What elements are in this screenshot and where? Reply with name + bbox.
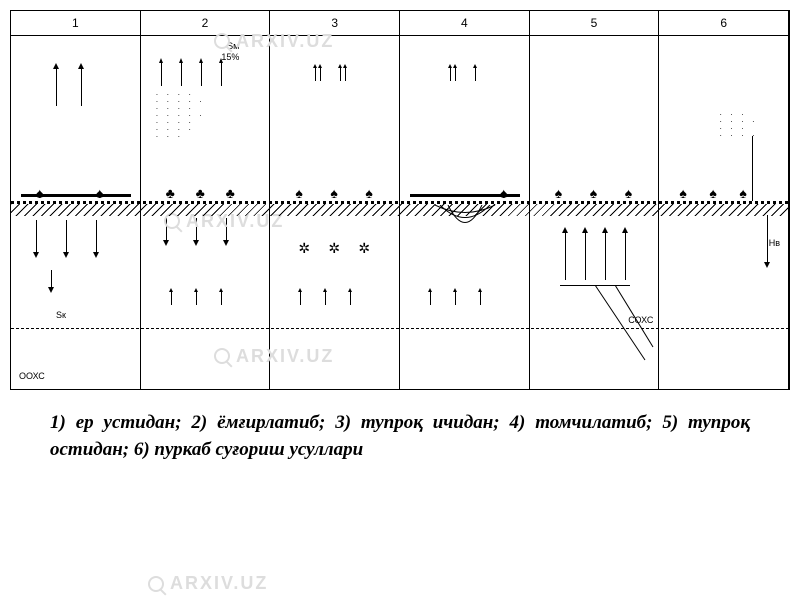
evap-arrow-icon <box>161 61 162 86</box>
figure-caption: 1) ер устидан; 2) ёмғирлатиб; 3) тупроқ … <box>10 390 790 483</box>
capillary-arrow-icon <box>171 290 172 305</box>
evap-arrow-icon <box>56 66 57 106</box>
col4-upper: ♠ <box>400 36 529 200</box>
infiltration-arrow-icon <box>196 218 197 243</box>
ooxc-label: ООХС <box>19 371 45 381</box>
magnifier-icon <box>214 348 230 364</box>
plant-icon: ♠ <box>295 186 302 200</box>
col4-lower <box>400 200 529 389</box>
col-header: 5 <box>530 11 659 36</box>
capillary-arrow-icon <box>325 290 326 305</box>
plant-icon: ♠ <box>590 186 597 200</box>
subsurface-arrow-icon <box>625 230 626 280</box>
subsurface-arrow-icon <box>585 230 586 280</box>
watermark-text: ARXIV.UZ <box>170 573 268 594</box>
col-header: 6 <box>659 11 788 36</box>
column-4: 4 ♠ <box>400 11 530 389</box>
coxc-label: СОХС <box>628 315 653 325</box>
evap-arrow-icon <box>475 66 476 81</box>
capillary-arrow-icon <box>196 290 197 305</box>
evap-arrow-icon <box>315 66 316 81</box>
capillary-arrow-icon <box>455 290 456 305</box>
capillary-arrow-icon <box>221 290 222 305</box>
col3-lower: ✲ ✲ ✲ <box>270 200 399 389</box>
subsurface-arrow-icon <box>605 230 606 280</box>
infiltration-arrow-icon <box>96 220 97 255</box>
depth-arrow-icon <box>767 215 768 265</box>
capillary-arrow-icon <box>350 290 351 305</box>
col5-lower: СОХС <box>530 200 659 389</box>
subsurface-arrow-icon <box>565 230 566 280</box>
column-3: 3 ♠ ♠ ♠ ✲ ✲ ✲ <box>270 11 400 389</box>
plant-icon: ♣ <box>166 186 175 200</box>
sk-label: Sк <box>56 310 66 320</box>
col2-upper: Sм 15% · · · ·· · · · ·· · · ·· · · · ··… <box>141 36 270 200</box>
supply-pipe-icon <box>585 285 655 375</box>
subsurface-dashed-line <box>11 328 789 329</box>
rain-dots-icon: · · · ·· · · · ·· · · ·· · · · ·· · · ··… <box>156 91 205 140</box>
col3-upper: ♠ ♠ ♠ <box>270 36 399 200</box>
capillary-arrow-icon <box>480 290 481 305</box>
col5-upper: ♠ ♠ ♠ <box>530 36 659 200</box>
percent-label: 15% <box>221 52 239 62</box>
plant-icon: ♠ <box>625 186 632 200</box>
plant-icon: ♠ <box>36 186 43 200</box>
page-container: 1 ♠ ♠ Sк ООХС 2 Sм 15% <box>0 0 800 600</box>
col6-lower: Нв <box>659 200 788 389</box>
evap-arrow-icon <box>81 66 82 106</box>
hb-label: Нв <box>769 238 780 248</box>
column-6: 6 · · ·· · · ·· · ·· · · · ♠ ♠ ♠ Нв <box>659 11 789 389</box>
plant-icon: ♠ <box>365 186 372 200</box>
infiltration-arrow-icon <box>66 220 67 255</box>
col-header: 2 <box>141 11 270 36</box>
plant-icon: ♠ <box>709 186 716 200</box>
infiltration-arrow-icon <box>51 270 52 290</box>
irrigation-diagram: 1 ♠ ♠ Sк ООХС 2 Sм 15% <box>10 10 790 390</box>
evap-arrow-icon <box>221 61 222 86</box>
col2-lower <box>141 200 270 389</box>
evap-arrow-icon <box>181 61 182 86</box>
plant-icon: ♠ <box>679 186 686 200</box>
mist-dots-icon: · · ·· · · ·· · ·· · · · <box>719 111 757 139</box>
evap-arrow-icon <box>320 66 321 81</box>
col1-upper: ♠ ♠ <box>11 36 140 200</box>
plant-icon: ♠ <box>500 186 507 200</box>
evap-arrow-icon <box>450 66 451 81</box>
col-header: 4 <box>400 11 529 36</box>
plant-icon: ♠ <box>330 186 337 200</box>
col6-upper: · · ·· · · ·· · ·· · · · ♠ ♠ ♠ <box>659 36 788 200</box>
plant-icon: ♠ <box>555 186 562 200</box>
infiltration-arrow-icon <box>36 220 37 255</box>
plant-icon: ♣ <box>196 186 205 200</box>
sprayer-pipe-icon <box>752 136 753 201</box>
capillary-arrow-icon <box>430 290 431 305</box>
column-2: 2 Sм 15% · · · ·· · · · ·· · · ·· · · · … <box>141 11 271 389</box>
magnifier-icon <box>148 576 164 592</box>
evap-arrow-icon <box>455 66 456 81</box>
evap-arrow-icon <box>201 61 202 86</box>
evap-arrow-icon <box>345 66 346 81</box>
plant-icon: ♠ <box>739 186 746 200</box>
capillary-arrow-icon <box>300 290 301 305</box>
ground-surface-line <box>11 201 789 204</box>
plant-icon: ♣ <box>226 186 235 200</box>
magnifier-icon <box>214 33 230 49</box>
ground-hatching <box>11 204 789 216</box>
column-5: 5 ♠ ♠ ♠ СОХС <box>530 11 660 389</box>
col-header: 3 <box>270 11 399 36</box>
col-header: 1 <box>11 11 140 36</box>
emitter-icon: ✲ <box>358 240 370 257</box>
evap-arrow-icon <box>340 66 341 81</box>
emitter-icon: ✲ <box>328 240 340 257</box>
column-1: 1 ♠ ♠ Sк ООХС <box>11 11 141 389</box>
col1-lower: Sк ООХС <box>11 200 140 389</box>
plant-icon: ♠ <box>96 186 103 200</box>
emitter-icon: ✲ <box>298 240 310 257</box>
infiltration-arrow-icon <box>226 218 227 243</box>
